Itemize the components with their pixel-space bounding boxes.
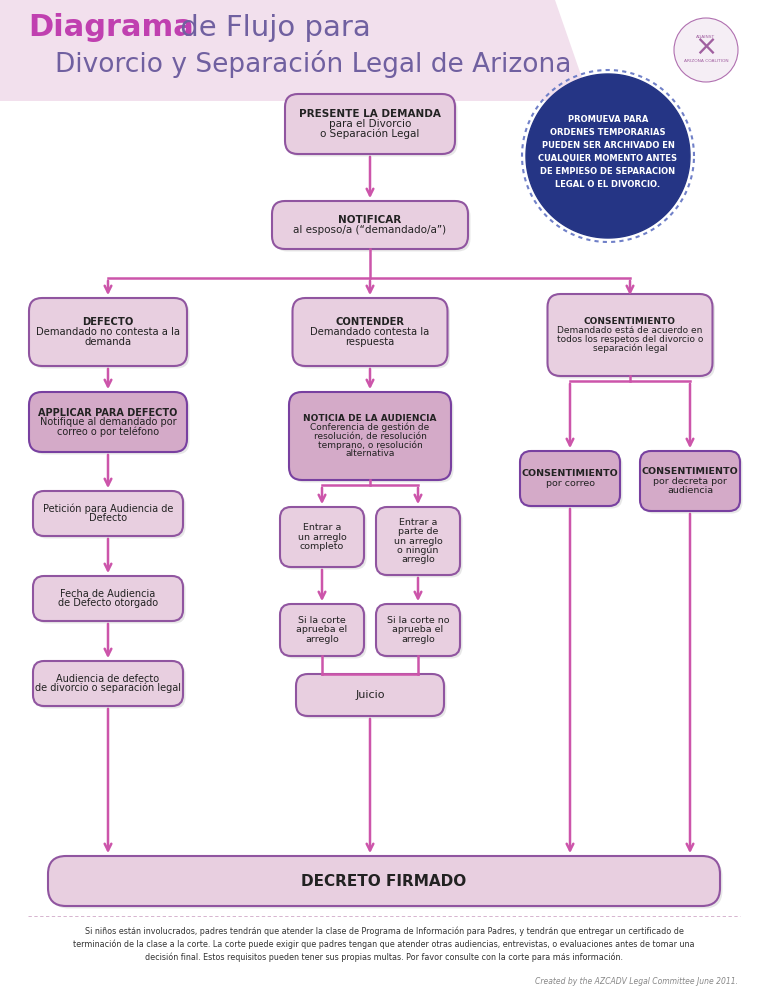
Text: PRESENTE LA DEMANDA: PRESENTE LA DEMANDA	[299, 109, 441, 119]
Text: ×: ×	[694, 33, 717, 61]
Text: CONSENTIMIENTO: CONSENTIMIENTO	[521, 469, 618, 478]
Text: aprueba el: aprueba el	[392, 625, 444, 634]
Text: Petición para Audiencia de: Petición para Audiencia de	[43, 504, 174, 514]
Text: Conferencia de gestión de: Conferencia de gestión de	[310, 422, 429, 432]
FancyBboxPatch shape	[287, 96, 458, 156]
FancyBboxPatch shape	[295, 300, 450, 369]
Text: separación legal: separación legal	[593, 343, 667, 353]
Text: Si la corte no: Si la corte no	[387, 616, 449, 625]
Circle shape	[674, 18, 738, 82]
Text: aprueba el: aprueba el	[296, 625, 348, 634]
FancyBboxPatch shape	[640, 451, 740, 511]
Text: de divorcio o separación legal: de divorcio o separación legal	[35, 683, 181, 694]
FancyBboxPatch shape	[296, 674, 444, 716]
Text: ARIZONA COALITION: ARIZONA COALITION	[684, 59, 728, 63]
FancyBboxPatch shape	[31, 395, 190, 454]
FancyBboxPatch shape	[48, 856, 720, 906]
FancyBboxPatch shape	[35, 664, 186, 709]
FancyBboxPatch shape	[550, 296, 715, 379]
Text: CONSENTIMIENTO: CONSENTIMIENTO	[584, 317, 676, 326]
Text: CONSENTIMIENTO: CONSENTIMIENTO	[641, 467, 738, 476]
Text: por correo: por correo	[545, 478, 594, 488]
Text: Notifique al demandado por: Notifique al demandado por	[40, 417, 177, 427]
Text: Created by the AZCADV Legal Committee June 2011.: Created by the AZCADV Legal Committee Ju…	[535, 977, 738, 986]
FancyBboxPatch shape	[293, 298, 448, 366]
FancyBboxPatch shape	[289, 392, 451, 480]
Text: o ningún: o ningún	[397, 546, 439, 555]
Text: Entrar a: Entrar a	[303, 523, 341, 533]
Text: Demandado contesta la: Demandado contesta la	[310, 327, 429, 337]
Text: AGAINST: AGAINST	[697, 35, 716, 39]
Text: DEFECTO: DEFECTO	[82, 317, 134, 327]
FancyBboxPatch shape	[379, 606, 462, 658]
Text: para el Divorcio: para el Divorcio	[329, 119, 411, 129]
FancyBboxPatch shape	[33, 661, 183, 706]
Text: o Separación Legal: o Separación Legal	[320, 129, 419, 139]
FancyBboxPatch shape	[274, 204, 471, 251]
Text: alternativa: alternativa	[346, 449, 395, 458]
Text: CONTENDER: CONTENDER	[336, 317, 405, 327]
Text: de Flujo para: de Flujo para	[171, 14, 371, 42]
Text: PROMUEVA PARA
ORDENES TEMPORARIAS
PUEDEN SER ARCHIVADO EN
CUALQUIER MOMENTO ANTE: PROMUEVA PARA ORDENES TEMPORARIAS PUEDEN…	[538, 115, 677, 189]
Text: Audiencia de defecto: Audiencia de defecto	[56, 674, 160, 684]
FancyBboxPatch shape	[280, 507, 364, 567]
FancyBboxPatch shape	[376, 604, 460, 656]
Text: NOTIFICAR: NOTIFICAR	[339, 215, 402, 225]
FancyBboxPatch shape	[548, 294, 713, 376]
FancyBboxPatch shape	[29, 298, 187, 366]
Polygon shape	[526, 74, 690, 238]
Text: APPLICAR PARA DEFECTO: APPLICAR PARA DEFECTO	[38, 408, 177, 417]
Text: respuesta: respuesta	[346, 337, 395, 347]
Text: un arreglo: un arreglo	[394, 537, 442, 546]
FancyBboxPatch shape	[292, 395, 453, 482]
FancyBboxPatch shape	[283, 510, 366, 570]
Text: Juicio: Juicio	[356, 690, 385, 700]
FancyBboxPatch shape	[522, 453, 623, 509]
Polygon shape	[0, 0, 590, 101]
Text: NOTICIA DE LA AUDIENCIA: NOTICIA DE LA AUDIENCIA	[303, 414, 437, 423]
Text: arreglo: arreglo	[401, 555, 435, 564]
FancyBboxPatch shape	[643, 453, 743, 514]
Text: DECRETO FIRMADO: DECRETO FIRMADO	[301, 874, 467, 889]
FancyBboxPatch shape	[51, 859, 723, 909]
Text: resolución, de resolución: resolución, de resolución	[313, 431, 426, 440]
Text: todos los respetos del divorcio o: todos los respetos del divorcio o	[557, 335, 703, 344]
FancyBboxPatch shape	[35, 493, 186, 539]
FancyBboxPatch shape	[31, 300, 190, 369]
Text: al esposo/a (“demandado/a”): al esposo/a (“demandado/a”)	[293, 225, 446, 235]
FancyBboxPatch shape	[285, 94, 455, 154]
FancyBboxPatch shape	[33, 491, 183, 536]
Text: Demandado no contesta a la: Demandado no contesta a la	[36, 327, 180, 337]
Text: un arreglo: un arreglo	[298, 533, 346, 542]
Text: completo: completo	[300, 542, 344, 551]
Text: temprano, o resolución: temprano, o resolución	[318, 440, 422, 449]
Text: Divorcio y Separación Legal de Arizona: Divorcio y Separación Legal de Arizona	[55, 50, 571, 78]
Text: arreglo: arreglo	[305, 635, 339, 644]
Text: arreglo: arreglo	[401, 635, 435, 644]
FancyBboxPatch shape	[299, 677, 446, 719]
FancyBboxPatch shape	[376, 507, 460, 575]
FancyBboxPatch shape	[33, 576, 183, 621]
Text: Si la corte: Si la corte	[298, 616, 346, 625]
Text: Defecto: Defecto	[89, 513, 127, 523]
Text: por decreta por: por decreta por	[653, 476, 727, 485]
Text: Demandado está de acuerdo en: Demandado está de acuerdo en	[558, 326, 703, 335]
FancyBboxPatch shape	[520, 451, 620, 506]
Text: demanda: demanda	[84, 337, 131, 347]
Text: correo o por teléfono: correo o por teléfono	[57, 426, 159, 436]
Text: Entrar a: Entrar a	[399, 518, 437, 527]
FancyBboxPatch shape	[29, 392, 187, 452]
Text: Si niños están involucrados, padres tendrán que atender la clase de Programa de : Si niños están involucrados, padres tend…	[73, 926, 695, 962]
FancyBboxPatch shape	[283, 606, 366, 658]
Text: parte de: parte de	[398, 528, 439, 537]
Text: de Defecto otorgado: de Defecto otorgado	[58, 598, 158, 608]
Text: audiencia: audiencia	[667, 486, 713, 495]
Text: Diagrama: Diagrama	[28, 14, 194, 43]
FancyBboxPatch shape	[379, 510, 462, 578]
Text: Fecha de Audiencia: Fecha de Audiencia	[61, 588, 156, 598]
FancyBboxPatch shape	[272, 201, 468, 249]
FancyBboxPatch shape	[35, 579, 186, 623]
FancyBboxPatch shape	[280, 604, 364, 656]
